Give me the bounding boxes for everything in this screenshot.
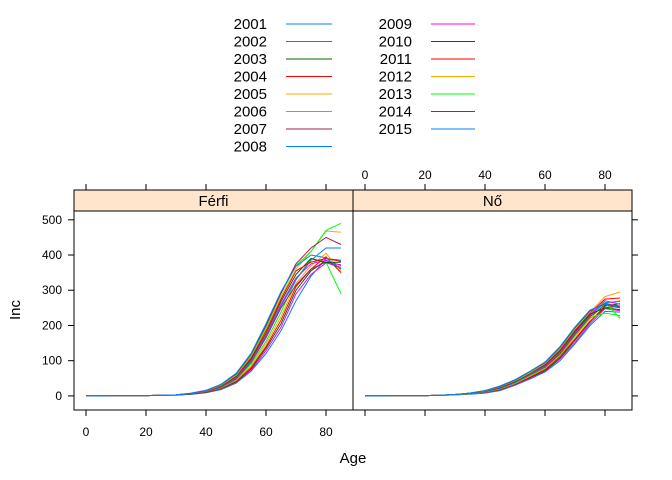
x-tick-label: 60 (538, 168, 552, 182)
strip-label-no: Nő (483, 193, 502, 210)
legend-label-2006: 2006 (234, 104, 267, 121)
legend-label-2001: 2001 (234, 16, 267, 33)
series-lines-no (365, 291, 621, 397)
legend-label-2010: 2010 (379, 34, 412, 51)
series-line-2003-ferfi (86, 259, 342, 397)
series-line-2005-ferfi (86, 252, 342, 397)
series-line-2015-ferfi (86, 254, 342, 397)
legend-label-2009: 2009 (379, 16, 412, 33)
series-lines-ferfi (86, 222, 342, 397)
y-axis-title: Inc (7, 299, 24, 320)
legend-label-2012: 2012 (379, 69, 412, 86)
x-tick-label: 80 (598, 168, 612, 182)
y-tick-label: 300 (42, 283, 62, 297)
legend-label-2008: 2008 (234, 139, 267, 156)
series-line-2009-no (365, 300, 621, 397)
series-line-2014-no (365, 303, 621, 397)
x-tick-label: 20 (418, 168, 432, 182)
plot-frame-no (352, 210, 633, 411)
x-tick-label: 40 (199, 425, 213, 439)
series-line-2008-no (365, 301, 621, 397)
legend-label-2014: 2014 (379, 104, 412, 121)
y-tick-label: 400 (42, 248, 62, 262)
series-line-2009-ferfi (86, 259, 342, 397)
legend-label-2004: 2004 (234, 69, 267, 86)
plot-frame-ferfi (73, 210, 354, 411)
series-line-2012-ferfi (86, 230, 342, 397)
x-tick-label: 20 (139, 425, 153, 439)
legend-label-2013: 2013 (379, 86, 412, 103)
legend-label-2015: 2015 (379, 121, 412, 138)
x-axis-title: Age (340, 450, 367, 467)
axes: 0 20 40 60 80 0 20 40 60 80 0 100 200 300 400 500 (42, 168, 638, 439)
x-tick-label: 40 (478, 168, 492, 182)
legend-label-2011: 2011 (380, 51, 412, 68)
legend-label-2003: 2003 (234, 51, 267, 68)
series-line-2008-ferfi (86, 247, 341, 397)
series-line-2005-no (365, 300, 621, 397)
series-line-2015-no (365, 303, 621, 397)
series-line-2002-ferfi (86, 262, 342, 397)
x-tick-label: 80 (319, 425, 333, 439)
panel-ferfi: Férfi (73, 189, 354, 411)
legend-label-2007: 2007 (234, 121, 267, 138)
panel-no: Nő (352, 189, 633, 411)
y-tick-label: 0 (55, 389, 62, 403)
x-tick-label: 0 (362, 168, 369, 182)
strip-label-ferfi: Férfi (199, 193, 229, 210)
legend-label-2005: 2005 (234, 86, 267, 103)
legend-label-2002: 2002 (234, 34, 267, 51)
x-tick-label: 60 (259, 425, 273, 439)
series-line-2013-ferfi (86, 222, 342, 397)
y-tick-label: 500 (42, 213, 62, 227)
y-tick-label: 100 (42, 354, 62, 368)
series-line-2011-no (365, 297, 621, 397)
y-tick-label: 200 (42, 318, 62, 332)
x-tick-label: 0 (83, 425, 90, 439)
series-line-2013-no (365, 301, 621, 397)
series-line-2003-no (365, 303, 621, 397)
series-line-2012-no (365, 291, 621, 397)
